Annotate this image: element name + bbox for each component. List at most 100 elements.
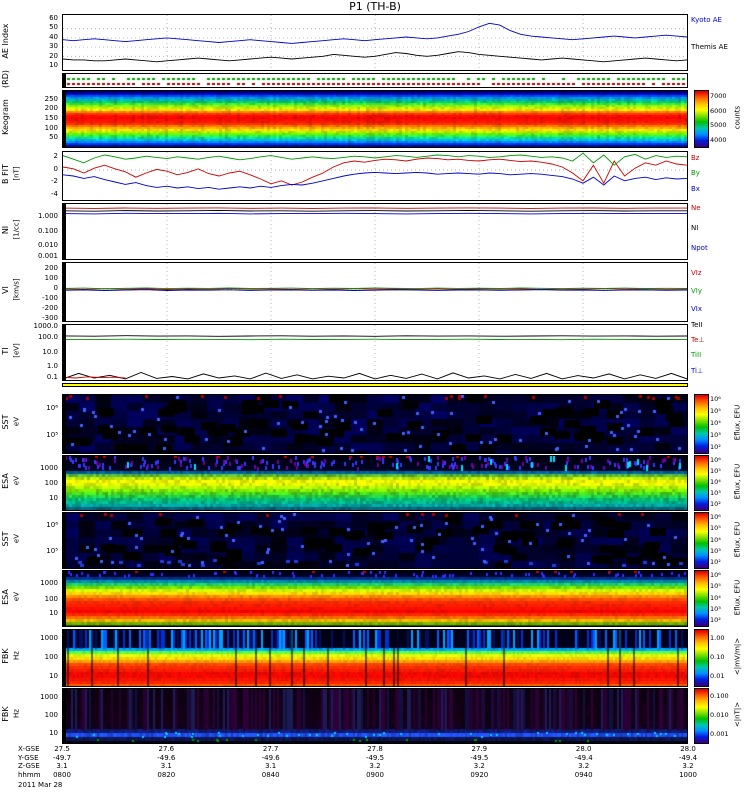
series-ne (63, 207, 687, 209)
colorbar-tick-label: 10² (710, 558, 721, 567)
y-tick-label: 0.001 (37, 252, 58, 260)
colorbar-tick-label: 10² (710, 500, 721, 509)
x-axis-value: -49.5 (365, 753, 385, 762)
series-label: Te⊥ (691, 336, 705, 345)
x-axis-value: 27.7 (262, 745, 279, 753)
colorbar-tick-label: 10⁶ (710, 512, 721, 521)
series-label: Npot (691, 243, 708, 252)
series-viz (63, 288, 687, 290)
colorbar (694, 570, 709, 627)
spectrogram (63, 395, 687, 453)
y-tick-label: -200 (42, 304, 58, 312)
axis-minor-ticks (63, 456, 66, 510)
series-label: VIz (691, 269, 702, 277)
axis-minor-ticks (63, 630, 66, 686)
y-tick-label: 10.0 (42, 347, 58, 356)
y-tick-label: 10⁵ (46, 546, 58, 555)
axis-minor-ticks (63, 263, 66, 321)
x-axis-value: 28.0 (575, 745, 592, 753)
y-tick-label: 100 (44, 123, 58, 132)
y-tick-label: 150 (44, 114, 58, 122)
x-axis-value: 3.2 (578, 762, 590, 770)
y-tick-label: -4 (51, 189, 58, 198)
series-label: NI (691, 223, 699, 232)
quality-bar (62, 383, 688, 387)
y-tick-label: -100 (42, 294, 58, 302)
spectrogram (63, 91, 687, 147)
y-tick-label: 10 (49, 609, 58, 618)
y-tick-label: 0 (53, 164, 58, 173)
spectrogram (63, 571, 687, 626)
y-tick-label: 1000 (40, 693, 58, 702)
y-tick-label: 0.1 (46, 373, 58, 381)
x-axis-value: -49.4 (678, 753, 698, 762)
x-axis-value: 27.6 (158, 745, 175, 753)
colorbar (694, 394, 709, 454)
colorbar-tick-label: 10² (710, 616, 721, 625)
x-axis-row-label: Z-GSE (18, 762, 40, 770)
x-axis-value: 27.5 (54, 745, 70, 753)
colorbar-tick-label: 10⁴ (710, 593, 721, 602)
axis-minor-ticks (63, 325, 66, 380)
y-tick-label: 20 (49, 51, 58, 60)
x-axis-row-label: X-GSE (18, 745, 40, 753)
x-axis-value: 27.9 (471, 745, 488, 753)
series-bz (63, 157, 687, 186)
y-tick-label: 100 (44, 711, 58, 719)
panel-ae-index (62, 14, 688, 71)
y-tick-label: 200 (44, 104, 58, 113)
series-label: TiII (691, 350, 702, 359)
x-axis-value: 0820 (157, 770, 176, 779)
x-axis-value: 0920 (470, 770, 489, 779)
spectrogram (63, 513, 687, 568)
line-plot (63, 152, 687, 200)
panel-esa-ion-spectrogram (62, 455, 688, 511)
series-bx (63, 171, 687, 190)
x-axis-value: 28.0 (680, 745, 696, 753)
colorbar-tick-label: 10⁴ (710, 419, 721, 427)
panel-sst-ion-spectrogram (62, 394, 688, 454)
x-axis-annotations: X-GSE 27.5 27.6 27.7 27.8 27.9 28.0 28.0 Y-GSE -4… (0, 746, 750, 784)
series-tiii (63, 338, 687, 341)
y-tick-label: 250 (44, 94, 58, 103)
colorbar-tick-label: 10⁶ (710, 570, 721, 579)
colorbar-tick-label: 10³ (710, 604, 721, 613)
colorbar-tick-label: 4000 (710, 135, 727, 144)
colorbar-tick-label: 0.10 (710, 653, 725, 661)
x-axis-value: 3.1 (265, 762, 277, 770)
panel-fbk-bfield-spectrogram (62, 688, 688, 744)
colorbar-tick-label: 7000 (710, 92, 727, 101)
panel-sst-electron-spectrogram (62, 512, 688, 569)
axis-minor-ticks (63, 395, 66, 453)
colorbar-tick-label: 0.100 (710, 692, 729, 701)
colorbar-tick-label: 0.001 (710, 729, 729, 738)
colorbar-tick-label: 10³ (710, 546, 721, 555)
y-tick-label: 40 (49, 32, 58, 41)
y-tick-label: 30 (49, 42, 58, 51)
axis-minor-ticks (63, 513, 66, 568)
panel-velocity (62, 262, 688, 322)
series-label: Bx (691, 185, 700, 193)
y-tick-label: 0.100 (37, 226, 58, 235)
colorbar-tick-label: 10⁴ (710, 535, 721, 544)
y-tick-label: 10 (49, 728, 58, 737)
colorbar-tick-label: 10³ (710, 489, 721, 498)
x-axis-value: -49.4 (574, 753, 593, 762)
x-axis-value: 3.2 (369, 762, 381, 770)
axis-minor-ticks (63, 571, 66, 626)
series-label: VIx (691, 305, 702, 313)
colorbar (694, 629, 709, 687)
colorbar-tick-label: 10⁵ (710, 407, 721, 415)
y-tick-label: -2 (51, 177, 58, 186)
x-axis-value: 0900 (366, 770, 384, 779)
axis-minor-ticks (63, 689, 66, 743)
series-label: Themis AE (691, 43, 728, 52)
line-plot (63, 15, 687, 70)
x-axis-value: 3.2 (473, 762, 485, 770)
panel-b-fit (62, 151, 688, 201)
y-tick-label: 10 (49, 493, 58, 502)
x-axis-value: 0840 (261, 770, 280, 779)
series-themis-ae (63, 51, 687, 63)
colorbar-unit-label: <|nT|> (733, 701, 742, 728)
panel-temperature (62, 324, 688, 381)
